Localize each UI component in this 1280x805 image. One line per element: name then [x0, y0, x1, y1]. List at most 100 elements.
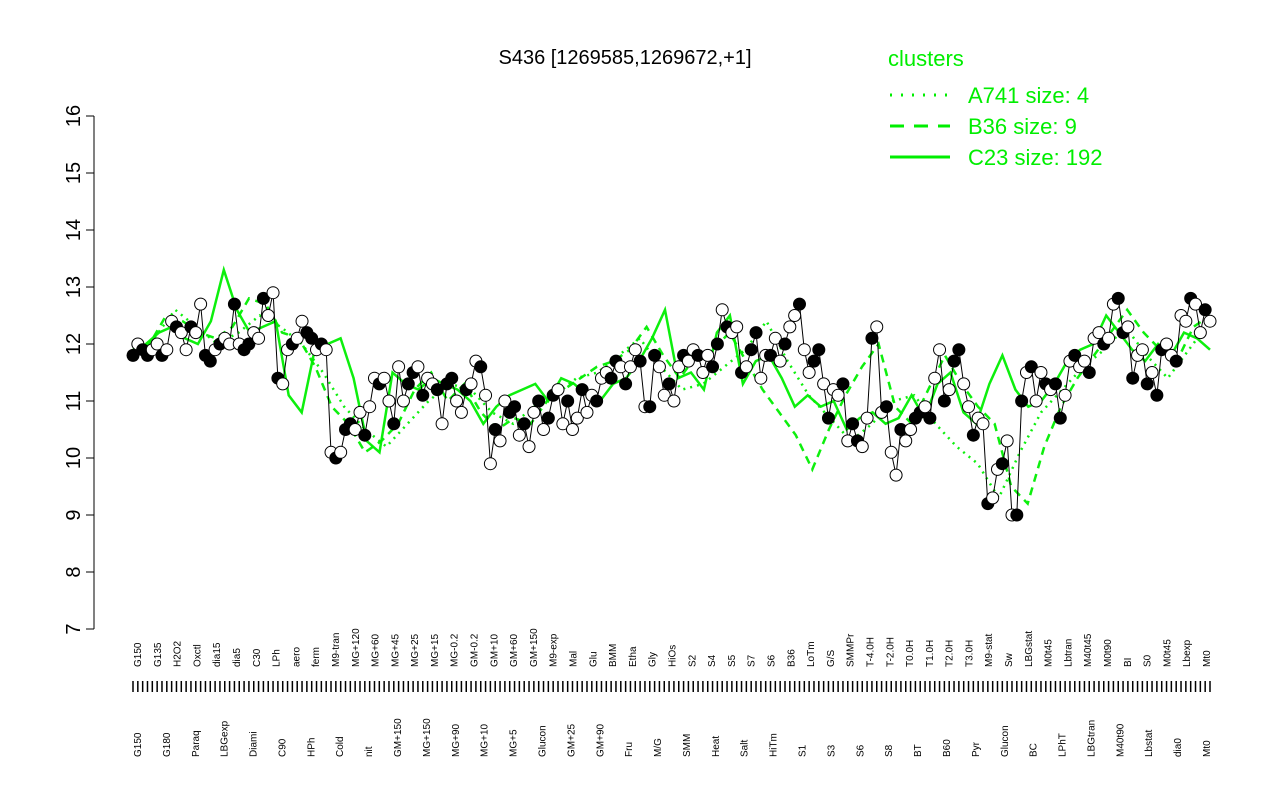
x-tick-label: G150: [133, 642, 144, 667]
x-tick-label: SMM: [682, 734, 693, 757]
x-tick-label: Etha: [628, 646, 639, 667]
data-point: [479, 388, 493, 402]
data-point: [1048, 377, 1062, 391]
data-point: [681, 354, 695, 368]
data-point: [792, 297, 806, 311]
series-line-dashed: [132, 296, 1211, 507]
data-point: [498, 394, 512, 408]
data-point: [623, 360, 637, 374]
x-tick-label: C30: [252, 648, 263, 667]
data-point: [575, 383, 589, 397]
data-point: [1111, 291, 1125, 305]
data-point: [1058, 388, 1072, 402]
x-tick-label: Lbtran: [1063, 639, 1074, 667]
x-tick-label: aero: [291, 647, 302, 667]
data-point: [295, 314, 309, 328]
data-point: [730, 320, 744, 334]
x-tick-label: S0: [1143, 654, 1154, 667]
x-tick-label: Mt0: [1202, 740, 1213, 757]
data-point: [266, 286, 280, 300]
x-tick-label: C90: [277, 738, 288, 757]
data-point: [937, 394, 951, 408]
data-point: [411, 360, 425, 374]
data-point: [812, 343, 826, 357]
data-point: [517, 417, 531, 431]
data-point: [1135, 343, 1149, 357]
data-point: [527, 405, 541, 419]
data-point: [1198, 303, 1212, 317]
data-point: [942, 383, 956, 397]
data-point: [672, 360, 686, 374]
data-point: [483, 457, 497, 471]
data-point: [778, 337, 792, 351]
data-point: [203, 354, 217, 368]
data-point: [532, 394, 546, 408]
x-tick-label: S4: [707, 654, 718, 667]
data-point: [710, 337, 724, 351]
x-tick-label: T3.0H: [964, 640, 975, 667]
x-tick-label: dia0: [1173, 738, 1184, 757]
y-tick-label: 11: [63, 391, 85, 412]
data-point: [474, 360, 488, 374]
data-point: [537, 423, 551, 436]
x-tick-label: GM+150: [529, 628, 540, 667]
data-point: [821, 411, 835, 425]
data-point: [1145, 366, 1159, 379]
x-tick-label: M9-exp: [549, 633, 560, 667]
x-tick-label: LPh: [272, 649, 283, 667]
data-point: [764, 348, 778, 362]
x-tick-label: G135: [153, 642, 164, 667]
data-point: [701, 348, 715, 362]
data-point: [1150, 388, 1164, 402]
x-tick-label: T1.0H: [925, 640, 936, 667]
data-point: [995, 457, 1009, 471]
x-tick-label: Salt: [740, 740, 751, 757]
x-tick-label: LPhT: [1058, 733, 1069, 757]
data-point: [749, 326, 763, 340]
data-point: [435, 417, 449, 431]
data-point: [986, 491, 1000, 505]
data-point: [305, 331, 319, 345]
y-tick-label: 13: [63, 276, 85, 298]
x-tick-label: MG+120: [351, 628, 362, 667]
x-tick-label: G150: [133, 732, 144, 757]
y-tick-label: 9: [63, 509, 85, 520]
data-point: [160, 343, 174, 357]
data-point: [1121, 320, 1135, 334]
x-tick-label: MG+90: [451, 723, 462, 757]
data-point: [1000, 434, 1014, 448]
data-point: [662, 377, 676, 391]
x-tick-label: T-4.0H: [865, 637, 876, 667]
x-tick-label: MG+15: [430, 633, 441, 667]
x-tick-label: B36: [786, 649, 797, 667]
data-point: [706, 360, 720, 374]
x-tick-label: MG+10: [480, 723, 491, 757]
x-tick-label: M9-stat: [984, 633, 995, 667]
x-tick-label: Paraq: [191, 730, 202, 757]
data-point: [928, 371, 942, 385]
x-tick-label: BMM: [608, 644, 619, 667]
data-point: [377, 371, 391, 385]
x-tick-label: Mt0: [1202, 650, 1213, 667]
data-point: [957, 377, 971, 391]
data-point: [933, 343, 947, 357]
data-point: [290, 331, 304, 345]
x-tick-label: M0t90: [1103, 639, 1114, 667]
data-point: [363, 400, 377, 414]
data-point: [387, 417, 401, 431]
data-point: [865, 331, 879, 345]
x-tick-label: M9-tran: [331, 633, 342, 667]
y-axis: 7 8 9 10 11 12 13 14 15 16: [63, 105, 95, 635]
x-tick-label: S2: [687, 654, 698, 667]
data-point: [797, 343, 811, 357]
data-point: [783, 320, 797, 334]
x-tick-label: MG+5: [509, 729, 520, 757]
x-tick-label: ferm: [311, 647, 322, 667]
x-tick-label: M40t45: [1083, 633, 1094, 667]
data-point: [493, 434, 507, 448]
legend-label: C23 size: 192: [968, 145, 1103, 170]
x-tick-label: GM+25: [566, 723, 577, 757]
data-point: [252, 331, 266, 345]
data-point: [1169, 354, 1183, 368]
